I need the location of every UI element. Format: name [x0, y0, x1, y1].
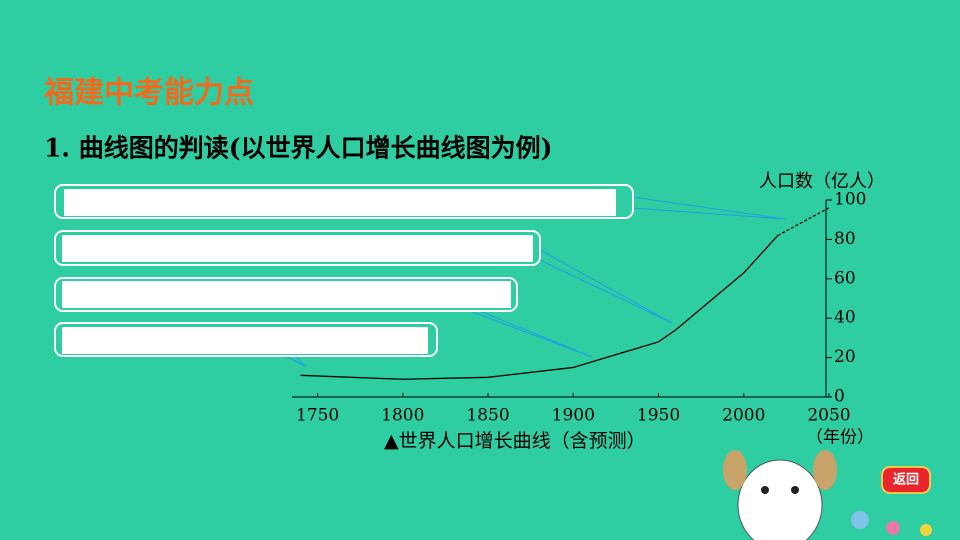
y-axis-label: 人口数（亿人） [759, 171, 885, 192]
slide-subtitle: 1. 曲线图的判读(以世界人口增长曲线图为例) [44, 134, 552, 163]
back-button-bg[interactable] [881, 466, 931, 494]
x-tick-label: 1950 [637, 406, 680, 426]
plot: 0 20 40 60 80 100 1750 1800 1850 1900 1950 2000 2050 [292, 190, 866, 426]
callout-line [539, 249, 673, 324]
slide-title: 福建中考能力点 [43, 76, 254, 111]
callout-line [469, 310, 593, 358]
x-axis-label: （年份） [806, 428, 874, 448]
callout-box [62, 327, 428, 354]
x-tick-label: 2000 [722, 406, 765, 426]
y-tick-label: 20 [834, 347, 856, 367]
callout-box [62, 235, 533, 262]
callout-box [62, 281, 511, 308]
y-tick-label: 60 [834, 268, 856, 288]
callout-line [631, 196, 786, 220]
callout-box [64, 189, 616, 216]
x-tick-label: 2050 [807, 406, 850, 426]
y-tick-label: 0 [834, 387, 845, 407]
y-tick-label: 40 [834, 308, 856, 328]
callout-line [284, 355, 306, 367]
y-tick-label: 80 [834, 229, 856, 249]
y-tick-label: 100 [834, 190, 866, 210]
x-tick-label: 1900 [552, 406, 595, 426]
x-tick-label: 1800 [381, 406, 424, 426]
x-tick-label: 1850 [466, 406, 509, 426]
back-button[interactable]: 返回 [881, 466, 931, 494]
line-series [300, 235, 779, 380]
callouts [54, 184, 786, 367]
mascot [723, 450, 932, 540]
x-tick-label: 1750 [296, 406, 339, 426]
chart-caption: ▲世界人口增长曲线（含预测） [384, 430, 646, 452]
back-button-label[interactable]: 返回 [893, 473, 919, 488]
